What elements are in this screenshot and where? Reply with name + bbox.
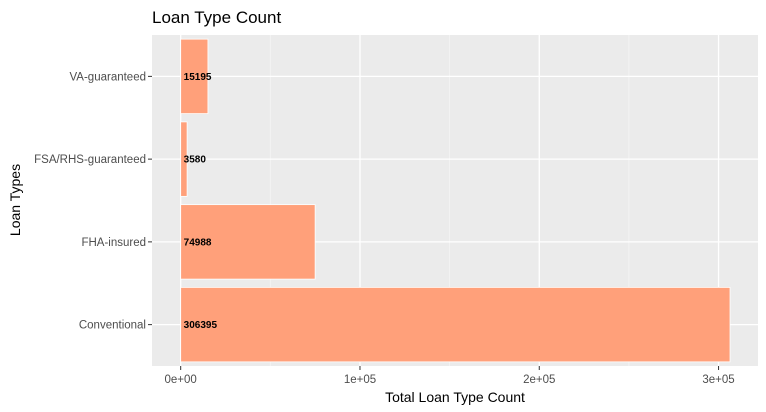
x-tick-label: 1e+05 (344, 374, 376, 386)
y-tick-label: FSA/RHS-guaranteed (34, 154, 146, 166)
bar (180, 286, 731, 363)
bar-value-label: 306395 (184, 320, 218, 331)
x-tick-label: 2e+05 (523, 374, 555, 386)
y-tick-label: FHA-insured (81, 237, 146, 249)
x-axis: 0e+00 1e+05 2e+05 3e+05 (165, 366, 735, 386)
bar (180, 121, 188, 197)
chart-title: Loan Type Count (152, 8, 281, 27)
bar-value-label: 15195 (184, 72, 212, 83)
x-tick-label: 0e+00 (165, 374, 197, 386)
y-axis-title: Loan Types (7, 164, 23, 236)
y-axis: Conventional FHA-insured FSA/RHS-guarantee… (34, 71, 152, 332)
bar-value-label: 74988 (184, 237, 212, 248)
x-tick-label: 3e+05 (702, 374, 734, 386)
bar (180, 38, 209, 115)
y-tick-label: Conventional (79, 320, 146, 332)
bar-value-label: 3580 (184, 155, 207, 166)
data-labels: 306395 74988 3580 15195 (184, 72, 218, 331)
y-tick-label: VA-guaranteed (69, 71, 146, 83)
bars (180, 38, 731, 363)
x-axis-title: Total Loan Type Count (385, 389, 525, 405)
bar (180, 204, 316, 280)
